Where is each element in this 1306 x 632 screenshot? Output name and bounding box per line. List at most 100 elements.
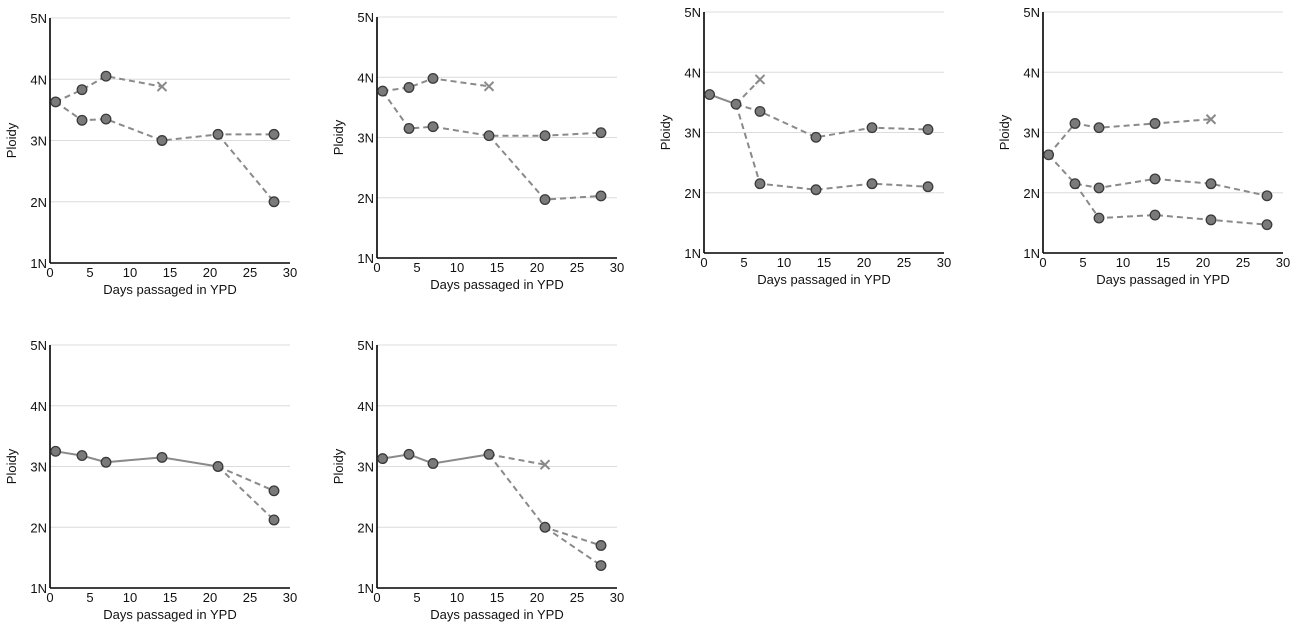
x-tick-label: 30 bbox=[610, 590, 624, 605]
data-point bbox=[483, 448, 495, 460]
y-tick-label: 2N bbox=[357, 191, 374, 206]
y-tick-label: 5N bbox=[30, 338, 47, 353]
data-point bbox=[1205, 178, 1217, 190]
data-point bbox=[1093, 212, 1105, 224]
data-point bbox=[539, 521, 551, 533]
series-line bbox=[217, 465, 275, 521]
x-tick-label: 15 bbox=[817, 255, 831, 270]
y-tick-label: 3N bbox=[357, 131, 374, 146]
y-tick-label: 2N bbox=[357, 520, 374, 535]
y-axis-title: Ploidy bbox=[658, 114, 673, 150]
cross-stroke bbox=[483, 81, 495, 92]
data-point bbox=[595, 540, 607, 551]
data-point bbox=[50, 96, 62, 108]
x-tick-label: 20 bbox=[857, 255, 871, 270]
y-axis-title: Ploidy bbox=[4, 122, 19, 158]
x-tick-label: 30 bbox=[283, 265, 297, 280]
y-tick-label: 5N bbox=[357, 10, 374, 25]
y-tick-label: 1N bbox=[30, 581, 47, 596]
x-tick-label: 30 bbox=[1276, 255, 1290, 270]
y-tick-label: 5N bbox=[357, 338, 374, 353]
x-axis-title: Days passaged in YPD bbox=[1096, 272, 1229, 287]
x-tick-label: 15 bbox=[163, 590, 177, 605]
x-tick-label: 0 bbox=[700, 255, 707, 270]
x-tick-label: 5 bbox=[413, 260, 420, 275]
data-point bbox=[810, 184, 822, 196]
series-line bbox=[381, 90, 602, 137]
y-tick-label: 1N bbox=[684, 246, 701, 261]
cross-stroke bbox=[539, 459, 551, 470]
data-point bbox=[1069, 178, 1081, 190]
data-point bbox=[403, 448, 415, 460]
data-point bbox=[268, 128, 280, 140]
y-tick-label: 5N bbox=[1023, 5, 1040, 20]
x-tick-label: 5 bbox=[86, 265, 93, 280]
x-tick-label: 15 bbox=[1156, 255, 1170, 270]
y-tick-label: 5N bbox=[30, 11, 47, 26]
data-point bbox=[1261, 190, 1273, 202]
data-point bbox=[268, 485, 280, 497]
data-point bbox=[1093, 122, 1105, 134]
x-tick-label: 0 bbox=[1039, 255, 1046, 270]
y-axis-title: Ploidy bbox=[997, 114, 1012, 150]
data-point bbox=[377, 85, 389, 97]
cross-stroke bbox=[1205, 114, 1217, 125]
y-tick-label: 1N bbox=[357, 251, 374, 266]
data-point bbox=[1149, 173, 1161, 185]
x-tick-label: 10 bbox=[1116, 255, 1130, 270]
data-point bbox=[1261, 219, 1273, 231]
data-point bbox=[595, 560, 607, 571]
data-point bbox=[539, 194, 551, 206]
lost-marker-cross bbox=[539, 459, 551, 470]
x-axis-title: Days passaged in YPD bbox=[757, 272, 890, 287]
y-tick-label: 4N bbox=[357, 70, 374, 85]
y-tick-label: 2N bbox=[30, 195, 47, 210]
series-line bbox=[55, 101, 274, 142]
x-tick-label: 20 bbox=[530, 260, 544, 275]
data-point bbox=[595, 127, 607, 139]
x-tick-label: 25 bbox=[243, 265, 257, 280]
y-tick-label: 4N bbox=[30, 399, 47, 414]
y-tick-label: 3N bbox=[357, 460, 374, 475]
lost-marker-cross bbox=[483, 81, 495, 92]
series-line bbox=[735, 103, 929, 139]
x-tick-label: 15 bbox=[490, 260, 504, 275]
x-tick-label: 0 bbox=[46, 265, 53, 280]
data-point bbox=[212, 461, 224, 472]
cross-stroke bbox=[156, 81, 168, 92]
data-point bbox=[754, 105, 766, 117]
x-tick-label: 10 bbox=[123, 265, 137, 280]
y-tick-label: 3N bbox=[30, 134, 47, 149]
y-tick-label: 1N bbox=[30, 256, 47, 271]
lost-marker-cross bbox=[754, 74, 766, 85]
x-tick-label: 5 bbox=[86, 590, 93, 605]
series-line bbox=[488, 453, 546, 466]
y-tick-label: 4N bbox=[684, 65, 701, 80]
data-point bbox=[810, 131, 822, 143]
cross-stroke bbox=[754, 74, 766, 85]
y-tick-label: 2N bbox=[684, 186, 701, 201]
series-line bbox=[735, 103, 929, 191]
data-point bbox=[156, 135, 168, 146]
series-line bbox=[1047, 154, 1268, 197]
data-point bbox=[76, 450, 88, 462]
data-point bbox=[1069, 118, 1081, 129]
x-tick-label: 25 bbox=[897, 255, 911, 270]
x-tick-label: 25 bbox=[570, 260, 584, 275]
y-tick-label: 2N bbox=[1023, 186, 1040, 201]
x-tick-label: 10 bbox=[450, 260, 464, 275]
data-point bbox=[268, 196, 280, 208]
y-tick-label: 2N bbox=[30, 520, 47, 535]
lost-marker-cross bbox=[1205, 114, 1217, 125]
data-point bbox=[1093, 182, 1105, 194]
x-tick-label: 25 bbox=[570, 590, 584, 605]
y-tick-label: 5N bbox=[684, 5, 701, 20]
data-point bbox=[212, 128, 224, 140]
data-point bbox=[539, 130, 551, 142]
data-point bbox=[100, 113, 112, 125]
data-point bbox=[922, 181, 934, 193]
x-tick-label: 5 bbox=[1079, 255, 1086, 270]
x-tick-label: 10 bbox=[777, 255, 791, 270]
